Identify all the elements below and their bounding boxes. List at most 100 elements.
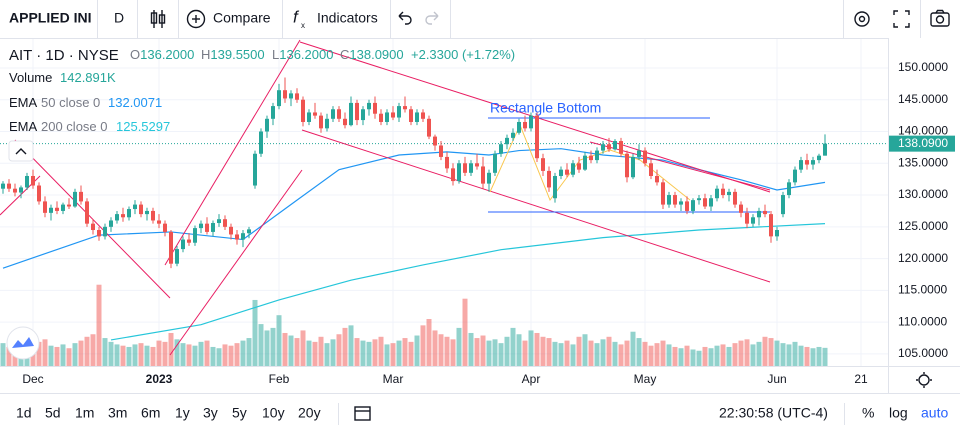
candle-body bbox=[757, 210, 761, 218]
candle-body bbox=[301, 99, 305, 122]
volume-bar bbox=[402, 338, 408, 366]
candle-body bbox=[553, 175, 557, 199]
log-toggle[interactable]: log bbox=[889, 405, 908, 421]
candle-body bbox=[379, 113, 383, 122]
volume-bar bbox=[426, 319, 432, 366]
axis-layer: 150.0000 145.0000 140.0000 135.0000 130.0000… bbox=[22, 60, 955, 386]
volume-bar bbox=[606, 336, 612, 366]
grid-layer bbox=[0, 38, 888, 366]
candle-body bbox=[739, 204, 743, 213]
candle-body bbox=[397, 106, 401, 118]
volume-bar bbox=[90, 334, 96, 366]
candle-body bbox=[55, 207, 59, 211]
fx-icon: f bbox=[293, 7, 300, 26]
candle-body bbox=[127, 209, 131, 218]
range-button[interactable]: 5y bbox=[232, 405, 247, 421]
trend-line bbox=[301, 129, 771, 283]
settings-button[interactable] bbox=[854, 11, 870, 27]
candle-layer bbox=[1, 77, 827, 269]
range-button[interactable]: 5d bbox=[45, 405, 61, 421]
y-tick-label: 115.0000 bbox=[898, 283, 947, 297]
volume-bar bbox=[588, 340, 594, 366]
candle-body bbox=[493, 153, 497, 173]
candle-body bbox=[253, 153, 257, 186]
candle-body bbox=[61, 204, 65, 211]
clock: 22:30:58 (UTC-4) bbox=[719, 405, 828, 421]
volume-bar bbox=[594, 343, 600, 366]
candle-body bbox=[661, 182, 665, 205]
indicators-button[interactable]: f x Indicators bbox=[293, 7, 378, 30]
x-tick-label: Feb bbox=[269, 372, 290, 386]
screenshot-button[interactable] bbox=[930, 9, 950, 27]
candle-body bbox=[583, 155, 587, 170]
volume-bar bbox=[192, 345, 198, 366]
symbol-search[interactable]: APPLIED INI bbox=[9, 10, 91, 26]
range-button[interactable]: 1m bbox=[75, 405, 94, 421]
candle-body bbox=[25, 175, 29, 188]
candle-body bbox=[325, 118, 329, 129]
candle-body bbox=[361, 109, 365, 121]
date-range-button[interactable] bbox=[354, 406, 371, 421]
volume-bar bbox=[372, 339, 378, 366]
candle-body bbox=[175, 249, 179, 264]
candle-body bbox=[823, 143, 827, 156]
range-button[interactable]: 3m bbox=[108, 405, 127, 421]
auto-toggle[interactable]: auto bbox=[921, 405, 948, 421]
volume-bar bbox=[0, 343, 6, 366]
candle-body bbox=[223, 219, 227, 227]
range-button[interactable]: 1y bbox=[175, 405, 190, 421]
range-button[interactable]: 10y bbox=[262, 405, 285, 421]
y-tick-label: 120.0000 bbox=[898, 251, 948, 265]
candle-body bbox=[565, 169, 569, 175]
legend: AIT · 1D · NYSE O136.2000 H139.5500 L136… bbox=[8, 47, 515, 162]
candle-body bbox=[181, 239, 185, 250]
volume-bar bbox=[126, 346, 132, 366]
candle-body bbox=[451, 168, 455, 182]
candle-body bbox=[31, 175, 35, 186]
candle-body bbox=[811, 160, 815, 165]
candle-body bbox=[403, 106, 407, 110]
range-button[interactable]: 6m bbox=[141, 405, 160, 421]
legend-title: AIT · 1D · NYSE bbox=[9, 47, 119, 64]
candle-body bbox=[577, 163, 581, 170]
legend-change: +2.3300 (+1.72%) bbox=[411, 47, 515, 62]
logo bbox=[6, 326, 40, 360]
candle-body bbox=[265, 118, 269, 132]
redo-button[interactable] bbox=[425, 11, 439, 25]
volume-bar bbox=[252, 299, 258, 366]
chart-type-button[interactable] bbox=[150, 10, 166, 28]
time-axis-settings[interactable] bbox=[916, 372, 932, 388]
volume-bar bbox=[414, 335, 420, 366]
legend-key: EMA bbox=[9, 95, 38, 110]
percent-toggle[interactable]: % bbox=[862, 405, 874, 421]
range-button[interactable]: 20y bbox=[298, 405, 321, 421]
volume-bar bbox=[294, 338, 300, 366]
compare-button[interactable]: Compare bbox=[186, 10, 271, 29]
volume-bar bbox=[528, 330, 534, 366]
candle-body bbox=[415, 112, 419, 122]
volume-bar bbox=[762, 336, 768, 366]
candle-body bbox=[613, 141, 617, 150]
range-button[interactable]: 1d bbox=[16, 405, 32, 421]
candle-body bbox=[463, 163, 467, 173]
volume-bar bbox=[684, 345, 690, 366]
candle-body bbox=[427, 118, 431, 137]
volume-bar bbox=[306, 340, 312, 366]
drawings bbox=[0, 39, 771, 356]
volume-bar bbox=[774, 340, 780, 366]
candle-body bbox=[277, 90, 281, 107]
legend-key: EMA bbox=[9, 119, 38, 134]
volume-bar bbox=[558, 343, 564, 366]
volume-bar bbox=[168, 332, 174, 366]
legend-collapse-button[interactable] bbox=[8, 140, 34, 162]
y-tick-label: 145.0000 bbox=[898, 92, 948, 106]
y-tick-label: 125.0000 bbox=[898, 219, 948, 233]
range-button[interactable]: 3y bbox=[203, 405, 218, 421]
volume-bar bbox=[582, 334, 588, 366]
volume-bar bbox=[72, 343, 78, 366]
undo-button[interactable] bbox=[398, 11, 412, 25]
fullscreen-button[interactable] bbox=[893, 10, 910, 28]
volume-bar bbox=[792, 341, 798, 366]
y-tick-label: 135.0000 bbox=[898, 155, 948, 169]
interval-button[interactable]: D bbox=[114, 10, 124, 26]
